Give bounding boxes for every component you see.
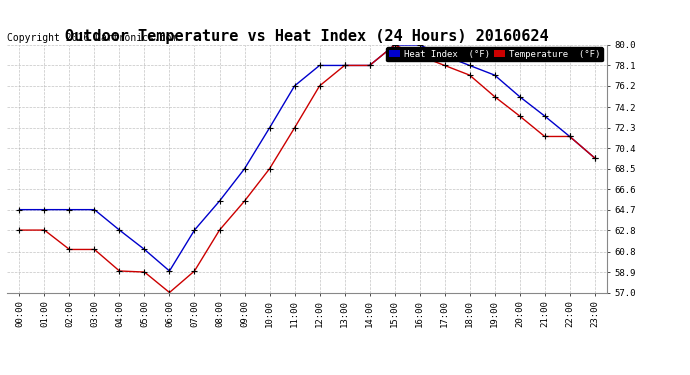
Temperature  (°F)	[15, 228, 23, 232]
Heat Index  (°F)	[315, 63, 324, 68]
Temperature  (°F)	[366, 63, 374, 68]
Heat Index  (°F)	[391, 43, 399, 47]
Temperature  (°F)	[340, 63, 348, 68]
Temperature  (°F)	[515, 114, 524, 118]
Temperature  (°F)	[315, 84, 324, 88]
Temperature  (°F)	[166, 290, 174, 295]
Heat Index  (°F)	[66, 207, 74, 212]
Heat Index  (°F)	[266, 126, 274, 130]
Heat Index  (°F)	[540, 114, 549, 118]
Temperature  (°F)	[491, 94, 499, 99]
Temperature  (°F)	[466, 73, 474, 77]
Heat Index  (°F)	[440, 54, 449, 58]
Heat Index  (°F)	[466, 63, 474, 68]
Temperature  (°F)	[290, 126, 299, 130]
Title: Outdoor Temperature vs Heat Index (24 Hours) 20160624: Outdoor Temperature vs Heat Index (24 Ho…	[66, 29, 549, 44]
Temperature  (°F)	[266, 166, 274, 171]
Temperature  (°F)	[240, 199, 248, 203]
Temperature  (°F)	[66, 247, 74, 252]
Heat Index  (°F)	[140, 247, 148, 252]
Heat Index  (°F)	[240, 166, 248, 171]
Heat Index  (°F)	[15, 207, 23, 212]
Heat Index  (°F)	[190, 228, 199, 232]
Heat Index  (°F)	[115, 228, 124, 232]
Line: Heat Index  (°F): Heat Index (°F)	[17, 42, 598, 274]
Temperature  (°F)	[40, 228, 48, 232]
Heat Index  (°F)	[215, 199, 224, 203]
Heat Index  (°F)	[166, 269, 174, 273]
Temperature  (°F)	[391, 43, 399, 47]
Line: Temperature  (°F): Temperature (°F)	[17, 42, 598, 295]
Temperature  (°F)	[190, 269, 199, 273]
Heat Index  (°F)	[491, 73, 499, 77]
Heat Index  (°F)	[340, 63, 348, 68]
Temperature  (°F)	[215, 228, 224, 232]
Temperature  (°F)	[566, 134, 574, 139]
Temperature  (°F)	[90, 247, 99, 252]
Temperature  (°F)	[591, 156, 599, 160]
Temperature  (°F)	[440, 63, 449, 68]
Text: Copyright 2016 Cartronics.com: Copyright 2016 Cartronics.com	[7, 33, 177, 42]
Heat Index  (°F)	[515, 94, 524, 99]
Heat Index  (°F)	[591, 156, 599, 160]
Temperature  (°F)	[540, 134, 549, 139]
Heat Index  (°F)	[415, 43, 424, 47]
Temperature  (°F)	[140, 270, 148, 274]
Heat Index  (°F)	[90, 207, 99, 212]
Heat Index  (°F)	[566, 134, 574, 139]
Temperature  (°F)	[415, 54, 424, 58]
Temperature  (°F)	[115, 269, 124, 273]
Heat Index  (°F)	[366, 63, 374, 68]
Heat Index  (°F)	[40, 207, 48, 212]
Legend: Heat Index  (°F), Temperature  (°F): Heat Index (°F), Temperature (°F)	[386, 47, 602, 62]
Heat Index  (°F)	[290, 84, 299, 88]
